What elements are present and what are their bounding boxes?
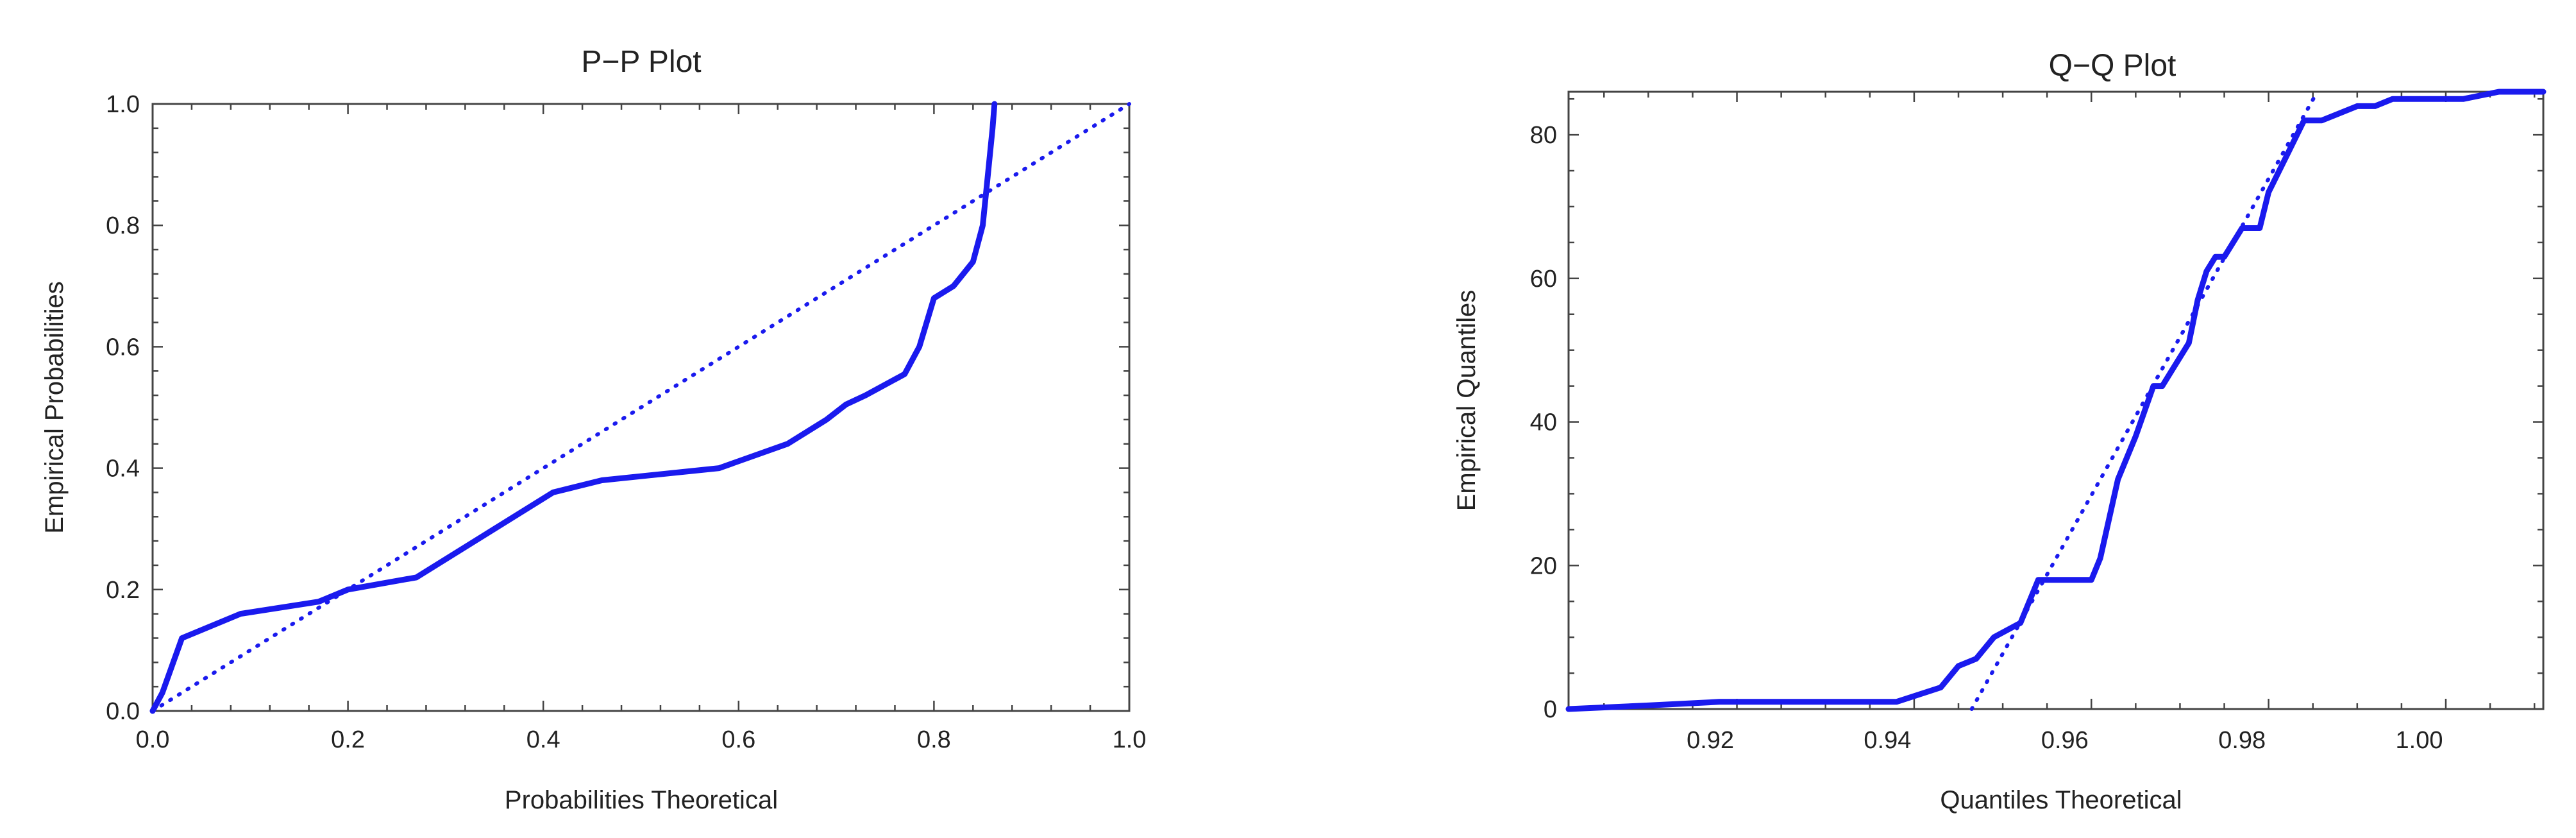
qq-x-axis-label: Quantiles Theoretical [1940, 786, 2182, 814]
qq-y-tick-label: 0 [1544, 696, 1557, 723]
qq-x-tick-label: 0.96 [2041, 727, 2089, 754]
qq-plot-x-tick-labels: 0.92 0.94 0.96 0.98 1.00 [1687, 727, 2443, 754]
pp-x-tick-label: 0.6 [721, 726, 755, 753]
pp-y-axis-label: Empirical Probabilities [40, 281, 69, 533]
pp-x-axis-label: Probabilities Theoretical [505, 786, 778, 814]
qq-x-tick-label: 0.92 [1687, 727, 1734, 754]
qq-y-tick-label: 80 [1530, 122, 1557, 149]
qq-plot-y-tick-labels: 0 20 40 60 80 [1530, 122, 1557, 723]
qq-x-tick-label: 0.98 [2218, 727, 2266, 754]
pp-plot-y-tick-labels: 0.0 0.2 0.4 0.6 0.8 1.0 [106, 91, 140, 725]
qq-y-axis-label: Empirical Quantiles [1452, 290, 1481, 511]
qq-y-tick-label: 20 [1530, 552, 1557, 579]
qq-plot-ticks [1569, 92, 2543, 710]
qq-plot-title: Q−Q Plot [2049, 49, 2176, 83]
pp-x-tick-label: 0.8 [917, 726, 951, 753]
qq-y-tick-label: 40 [1530, 409, 1557, 436]
pp-reference-line [151, 102, 1131, 713]
qq-x-tick-label: 0.94 [1864, 727, 1911, 754]
pp-y-tick-label: 0.8 [106, 212, 140, 239]
qq-plot: Q−Q Plot 0.92 0.94 0.96 0.98 1.00 0 20 4… [1452, 49, 2547, 814]
pp-plot: P−P Plot 0.0 0.2 0.4 0.6 0.8 1.0 0.0 0.2… [40, 45, 1146, 814]
pp-y-tick-label: 0.6 [106, 334, 140, 361]
pp-plot-frame [151, 103, 1131, 712]
pp-x-tick-label: 0.2 [331, 726, 365, 753]
pp-plot-ticks [151, 103, 1131, 712]
pp-plot-title: P−P Plot [581, 45, 701, 79]
pp-y-tick-label: 1.0 [106, 91, 140, 118]
qq-plot-frame [1567, 90, 2545, 710]
pp-y-tick-label: 0.4 [106, 456, 140, 483]
qq-y-tick-label: 60 [1530, 266, 1557, 293]
pp-y-tick-label: 0.2 [106, 577, 140, 604]
pp-x-tick-label: 0.4 [526, 726, 560, 753]
pp-plot-x-tick-labels: 0.0 0.2 0.4 0.6 0.8 1.0 [136, 726, 1147, 753]
qq-x-tick-label: 1.00 [2396, 727, 2443, 754]
pp-y-tick-label: 0.0 [106, 698, 140, 725]
pp-x-tick-label: 0.0 [136, 726, 170, 753]
pp-empirical-line [149, 101, 998, 714]
pp-x-tick-label: 1.0 [1113, 726, 1147, 753]
qq-empirical-line [1565, 89, 2547, 712]
